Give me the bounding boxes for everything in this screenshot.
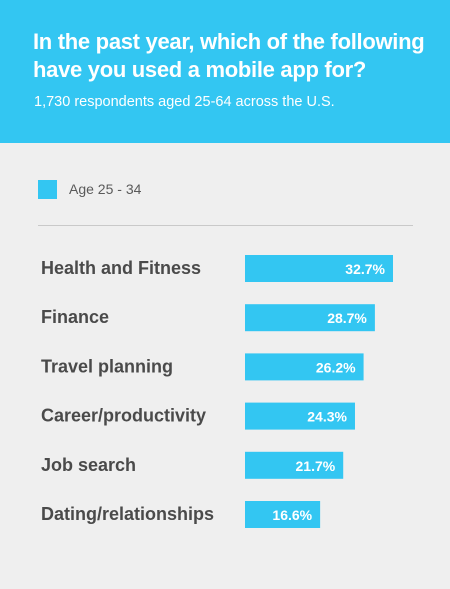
chart-subtitle: 1,730 respondents aged 25-64 across the … xyxy=(34,94,335,110)
legend-label: Age 25 - 34 xyxy=(69,181,142,197)
category-label: Health and Fitness xyxy=(41,258,201,278)
data-label: 16.6% xyxy=(272,507,312,523)
legend-swatch xyxy=(38,180,57,199)
bar xyxy=(245,402,355,430)
bar xyxy=(245,501,321,528)
category-label: Job search xyxy=(41,455,136,475)
header-banner: In the past year, which of the following… xyxy=(0,0,450,143)
data-label: 24.3% xyxy=(307,409,347,425)
divider xyxy=(38,225,413,226)
bar xyxy=(245,353,364,381)
category-label: Travel planning xyxy=(41,356,173,376)
data-label: 21.7% xyxy=(296,458,336,474)
category-label: Finance xyxy=(41,307,109,327)
bar xyxy=(245,255,393,282)
data-label: 28.7% xyxy=(327,310,367,326)
bar xyxy=(245,304,375,332)
data-label: 26.2% xyxy=(316,359,356,375)
category-label: Career/productivity xyxy=(41,406,206,426)
category-label: Dating/relationships xyxy=(41,504,214,524)
data-label: 32.7% xyxy=(345,261,385,277)
chart-title: In the past year, which of the following… xyxy=(33,29,425,82)
bar xyxy=(245,451,344,479)
